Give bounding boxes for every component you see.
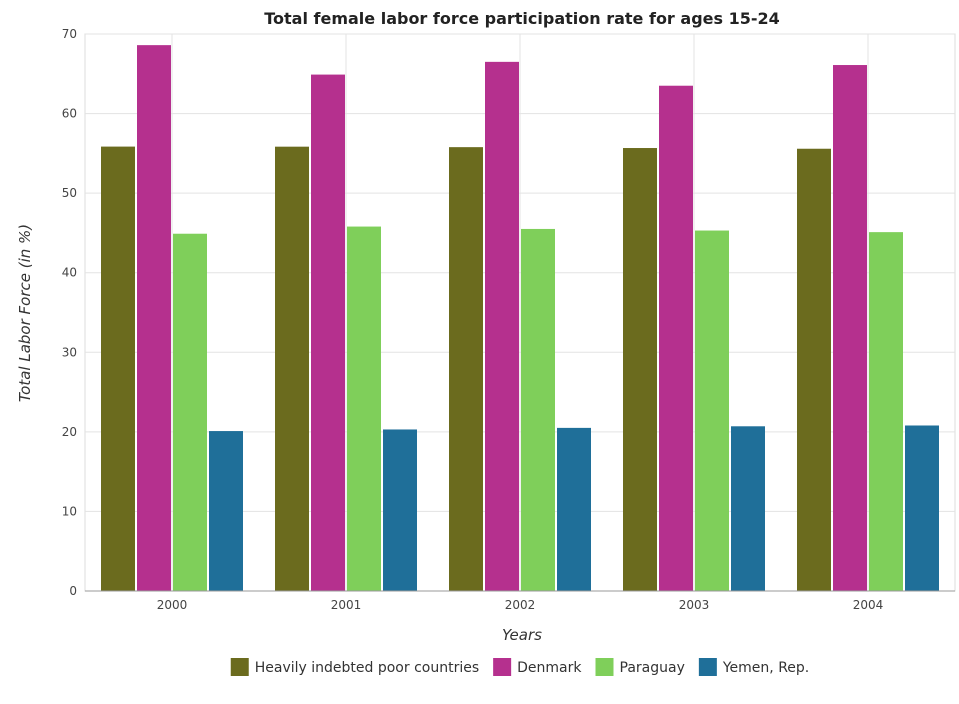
x-axis-label: Years xyxy=(502,626,542,644)
legend-label: Denmark xyxy=(517,660,582,676)
legend-label: Yemen, Rep. xyxy=(722,660,809,676)
legend-swatch xyxy=(698,658,717,676)
bar xyxy=(731,426,765,591)
axes: 0 10 20 30 40 50 60 70 2000 2001 2002 2003 2004 xyxy=(62,27,955,612)
legend-swatch xyxy=(595,658,614,676)
legend-label: Paraguay xyxy=(620,660,685,676)
legend: Heavily indebted poor countries Denmark Pa… xyxy=(230,658,809,676)
bar xyxy=(833,65,867,592)
bar xyxy=(905,425,939,591)
bar xyxy=(869,232,903,591)
y-tick-label: 40 xyxy=(62,266,77,280)
bar xyxy=(347,226,381,591)
y-tick-label: 10 xyxy=(62,504,77,518)
x-tick-label: 2003 xyxy=(679,598,710,612)
bar xyxy=(137,45,171,591)
bar xyxy=(311,74,345,592)
y-tick-label: 0 xyxy=(69,584,77,598)
legend-label: Heavily indebted poor countries xyxy=(255,660,479,676)
x-tick-label: 2004 xyxy=(853,598,884,612)
bar xyxy=(209,431,243,591)
x-tick-label: 2002 xyxy=(505,598,536,612)
bars xyxy=(101,45,939,592)
bar xyxy=(695,230,729,591)
bar xyxy=(797,148,831,591)
chart-title: Total female labor force participation r… xyxy=(264,9,780,28)
bar xyxy=(449,147,483,591)
y-tick-label: 20 xyxy=(62,425,77,439)
x-tick-label: 2001 xyxy=(331,598,362,612)
bar xyxy=(659,85,693,591)
bar xyxy=(383,429,417,591)
bar xyxy=(173,233,207,591)
y-tick-label: 50 xyxy=(62,186,77,200)
bar xyxy=(485,61,519,592)
bar xyxy=(623,148,657,591)
y-tick-label: 30 xyxy=(62,345,77,359)
bar xyxy=(521,228,555,591)
bar xyxy=(557,427,591,591)
y-tick-label: 60 xyxy=(62,107,77,121)
bar xyxy=(101,146,135,591)
legend-swatch xyxy=(493,658,512,676)
y-tick-label: 70 xyxy=(62,27,77,41)
legend-swatch xyxy=(230,658,249,676)
y-axis-label: Total Labor Force (in %) xyxy=(16,224,34,402)
x-tick-label: 2000 xyxy=(157,598,188,612)
bar xyxy=(275,146,309,591)
